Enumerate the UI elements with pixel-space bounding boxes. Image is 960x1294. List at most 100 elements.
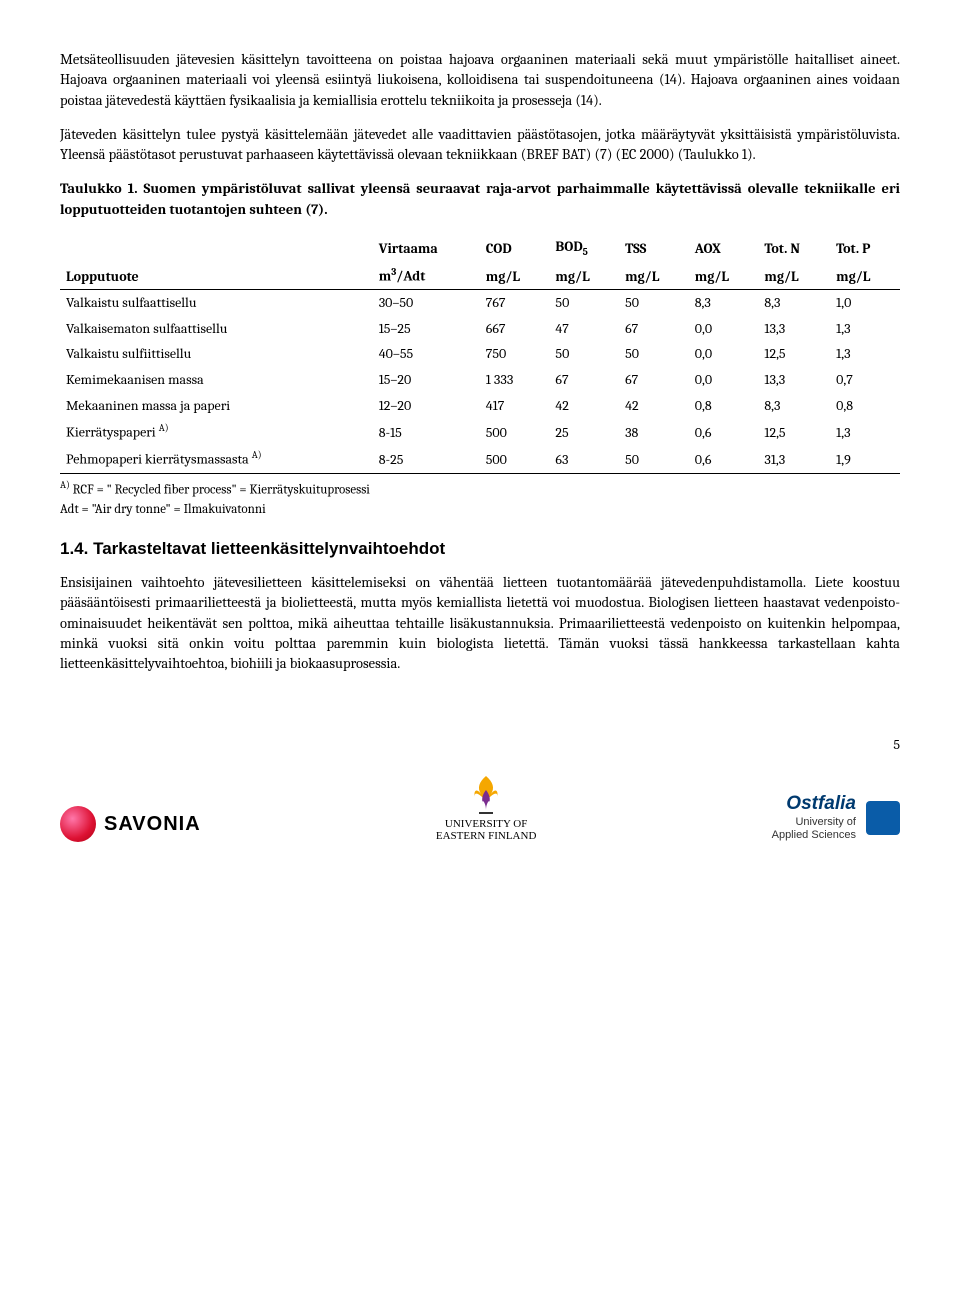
- table-cell: 500: [480, 418, 550, 445]
- table-row: Kemimekaanisen massa15–201 33367670,013,…: [60, 367, 900, 393]
- h2-c6: mg/L: [758, 262, 830, 290]
- h2-c4: mg/L: [619, 262, 689, 290]
- table-cell: Mekaaninen massa ja paperi: [60, 393, 373, 419]
- h2-c3: mg/L: [549, 262, 619, 290]
- table-cell: 13,3: [758, 316, 830, 342]
- header-row-2: Lopputuote m3/Adt mg/L mg/L mg/L mg/L mg…: [60, 262, 900, 290]
- h1-c4: TSS: [619, 234, 689, 262]
- table-cell: 0,6: [689, 418, 759, 445]
- limits-table: Virtaama COD BOD5 TSS AOX Tot. N Tot. P …: [60, 234, 900, 474]
- table-caption: Taulukko 1. Suomen ympäristöluvat salliv…: [60, 179, 900, 220]
- table-cell: 0,7: [830, 367, 900, 393]
- table-cell: 30–50: [373, 290, 480, 316]
- table-row: Valkaistu sulfaattisellu30–5076750508,38…: [60, 290, 900, 316]
- savonia-text: SAVONIA: [104, 810, 201, 838]
- table-cell: 67: [549, 367, 619, 393]
- table-cell: 0,8: [830, 393, 900, 419]
- table-cell: 0,0: [689, 367, 759, 393]
- table-cell: 8,3: [689, 290, 759, 316]
- h1-c3: BOD5: [549, 234, 619, 262]
- table-row: Kierrätyspaperi A)8-1550025380,612,51,3: [60, 418, 900, 445]
- footnote-1: A) RCF = " Recycled fiber process" = Kie…: [60, 478, 900, 500]
- footer-logos: SAVONIA UNIVERSITY OF EASTERN FINLAND Os…: [60, 774, 900, 842]
- uef-icon: [469, 774, 503, 814]
- uef-line2: EASTERN FINLAND: [436, 830, 537, 842]
- savonia-logo: SAVONIA: [60, 806, 201, 842]
- ostfalia-line3: Applied Sciences: [772, 829, 856, 842]
- h1-c2: COD: [480, 234, 550, 262]
- page-number: 5: [60, 735, 900, 755]
- uef-logo: UNIVERSITY OF EASTERN FINLAND: [436, 774, 537, 842]
- table-cell: 8-15: [373, 418, 480, 445]
- table-cell: 50: [619, 290, 689, 316]
- section-heading: 1.4. Tarkasteltavat lietteenkäsittelynva…: [60, 537, 900, 561]
- ostfalia-icon: [866, 801, 900, 835]
- table-cell: 8,3: [758, 290, 830, 316]
- table-cell: 0,6: [689, 445, 759, 473]
- table-cell: 1,3: [830, 341, 900, 367]
- paragraph-1: Metsäteollisuuden jätevesien käsittelyn …: [60, 50, 900, 111]
- table-row: Valkaisematon sulfaattisellu15–256674767…: [60, 316, 900, 342]
- ostfalia-line2: University of: [772, 816, 856, 829]
- h1-c6: Tot. N: [758, 234, 830, 262]
- savonia-icon: [60, 806, 96, 842]
- table-cell: 1,3: [830, 418, 900, 445]
- h2-c5: mg/L: [689, 262, 759, 290]
- table-cell: 0,8: [689, 393, 759, 419]
- table-row: Mekaaninen massa ja paperi12–2041742420,…: [60, 393, 900, 419]
- table-cell: 13,3: [758, 367, 830, 393]
- table-cell: 667: [480, 316, 550, 342]
- table-cell: 1,0: [830, 290, 900, 316]
- table-cell: 15–20: [373, 367, 480, 393]
- table-cell: 0,0: [689, 341, 759, 367]
- h2-c2: mg/L: [480, 262, 550, 290]
- footnote-2: Adt = "Air dry tonne" = Ilmakuivatonni: [60, 501, 900, 519]
- table-cell: 40–55: [373, 341, 480, 367]
- table-cell: 1,3: [830, 316, 900, 342]
- table-row: Valkaistu sulfiittisellu40–5575050500,01…: [60, 341, 900, 367]
- table-cell: 0,0: [689, 316, 759, 342]
- paragraph-3: Ensisijainen vaihtoehto jätevesilietteen…: [60, 573, 900, 674]
- table-cell: 50: [619, 445, 689, 473]
- table-cell: Kierrätyspaperi A): [60, 418, 373, 445]
- h1-c1: Virtaama: [373, 234, 480, 262]
- table-cell: 767: [480, 290, 550, 316]
- h2-c0: Lopputuote: [60, 262, 373, 290]
- ostfalia-name: Ostfalia: [772, 793, 856, 816]
- table-cell: 42: [619, 393, 689, 419]
- h1-c0: [60, 234, 373, 262]
- table-cell: 750: [480, 341, 550, 367]
- h2-c1: m3/Adt: [373, 262, 480, 290]
- table-cell: Kemimekaanisen massa: [60, 367, 373, 393]
- table-cell: 12–20: [373, 393, 480, 419]
- table-row: Pehmopaperi kierrätysmassasta A)8-255006…: [60, 445, 900, 473]
- table-cell: 38: [619, 418, 689, 445]
- table-cell: 63: [549, 445, 619, 473]
- table-cell: 42: [549, 393, 619, 419]
- table-cell: 417: [480, 393, 550, 419]
- table-cell: Valkaistu sulfaattisellu: [60, 290, 373, 316]
- table-cell: 1,9: [830, 445, 900, 473]
- ostfalia-logo: Ostfalia University of Applied Sciences: [772, 793, 900, 842]
- table-cell: Valkaistu sulfiittisellu: [60, 341, 373, 367]
- table-cell: 500: [480, 445, 550, 473]
- table-cell: 50: [549, 290, 619, 316]
- table-cell: 8,3: [758, 393, 830, 419]
- h1-c5: AOX: [689, 234, 759, 262]
- table-cell: 47: [549, 316, 619, 342]
- h2-c7: mg/L: [830, 262, 900, 290]
- table-cell: 31,3: [758, 445, 830, 473]
- header-row-1: Virtaama COD BOD5 TSS AOX Tot. N Tot. P: [60, 234, 900, 262]
- table-cell: 12,5: [758, 341, 830, 367]
- paragraph-2: Jäteveden käsittelyn tulee pystyä käsitt…: [60, 125, 900, 166]
- table-cell: 50: [619, 341, 689, 367]
- table-cell: 12,5: [758, 418, 830, 445]
- uef-line1: UNIVERSITY OF: [436, 818, 537, 830]
- table-cell: Valkaisematon sulfaattisellu: [60, 316, 373, 342]
- table-cell: Pehmopaperi kierrätysmassasta A): [60, 445, 373, 473]
- table-cell: 1 333: [480, 367, 550, 393]
- table-cell: 67: [619, 367, 689, 393]
- table-cell: 8-25: [373, 445, 480, 473]
- h1-c7: Tot. P: [830, 234, 900, 262]
- table-cell: 25: [549, 418, 619, 445]
